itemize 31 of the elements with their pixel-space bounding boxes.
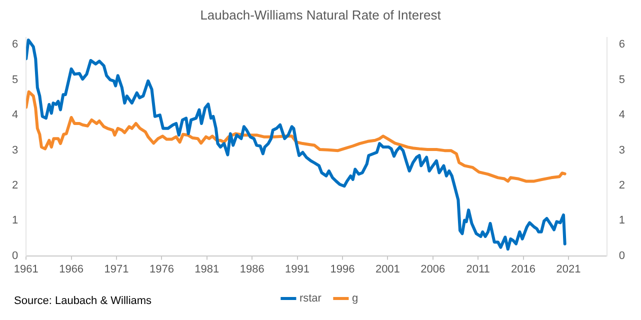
y2-tick-label: 4 (618, 109, 626, 122)
x-tick-label: 2001 (375, 263, 400, 276)
y-tick-label: 4 (12, 109, 18, 122)
y-tick-label: 0 (12, 250, 18, 262)
x-tick-label: 1966 (59, 263, 84, 276)
x-tick-label: 2011 (466, 263, 490, 276)
x-tick-label: 1971 (104, 263, 129, 276)
x-tick-label: 2021 (556, 263, 581, 276)
y-tick-label: 3 (12, 144, 18, 156)
y-tick-label: 6 (12, 38, 18, 51)
y2-tick-label: 1 (618, 214, 626, 227)
source-note: Source: Laubach & Williams (14, 295, 152, 308)
chart-title: Laubach-Williams Natural Rate of Interest (200, 7, 442, 22)
y2-tick-label: 5 (618, 74, 626, 86)
legend-label: rstar (299, 292, 322, 305)
y2-tick-label: 3 (618, 144, 626, 156)
x-tick-label: 1986 (240, 263, 264, 276)
x-tick-label: 2016 (511, 263, 536, 276)
y2-tick-label: 2 (618, 179, 626, 192)
y-tick-label: 1 (12, 214, 18, 227)
legend-label: g (352, 292, 358, 305)
x-tick-label: 1981 (194, 263, 220, 276)
y-tick-label: 2 (12, 179, 18, 192)
x-tick-label: 2006 (420, 263, 446, 276)
y2-tick-label: 6 (618, 38, 626, 51)
y-tick-label: 5 (12, 74, 18, 86)
y2-tick-label: 0 (618, 250, 626, 262)
x-tick-label: 1961 (14, 263, 38, 276)
x-tick-label: 1976 (149, 263, 174, 276)
x-tick-label: 1991 (285, 263, 310, 276)
x-tick-label: 1996 (330, 263, 355, 276)
